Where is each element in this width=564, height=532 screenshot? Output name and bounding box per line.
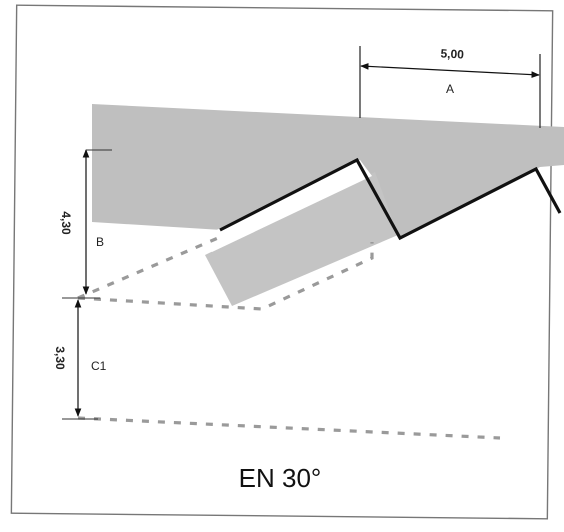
groove-gap bbox=[200, 160, 372, 252]
upper-plate-shape bbox=[92, 104, 564, 238]
dim-c1-letter: C1 bbox=[91, 359, 107, 373]
tooth-profile-line bbox=[219, 157, 562, 241]
dim-b-letter: B bbox=[96, 235, 104, 249]
profile-caption: EN 30° bbox=[239, 463, 322, 493]
dim-a-value: 5,00 bbox=[440, 46, 464, 61]
dim-b-value: 4,30 bbox=[59, 211, 73, 235]
lower-block-shape bbox=[205, 172, 398, 306]
dim-a-letter: A bbox=[446, 82, 454, 96]
dotted-base-line bbox=[77, 416, 501, 440]
dim-a-line bbox=[360, 63, 540, 78]
dotted-lower-outline bbox=[77, 242, 374, 311]
dim-c1-value: 3,30 bbox=[53, 346, 67, 370]
